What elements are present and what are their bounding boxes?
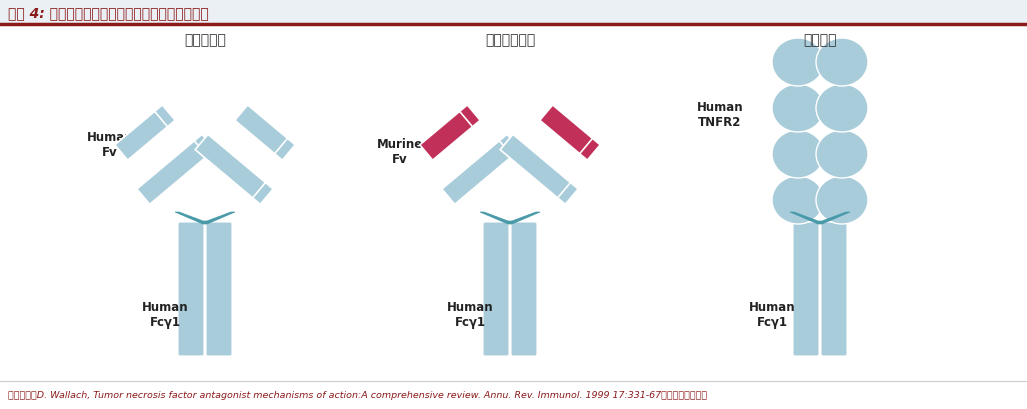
Polygon shape [145, 135, 215, 198]
Text: Murine
Fv: Murine Fv [377, 138, 423, 166]
Polygon shape [420, 112, 472, 161]
Text: 资料来源：D. Wallach, Tumor necrosis factor antagonist mechanisms of action:A compreh: 资料来源：D. Wallach, Tumor necrosis factor a… [8, 391, 708, 400]
Polygon shape [442, 142, 512, 205]
Text: 依那西普: 依那西普 [803, 33, 837, 47]
Ellipse shape [772, 177, 824, 225]
Polygon shape [202, 142, 273, 205]
Text: Human
TNFR2: Human TNFR2 [696, 101, 744, 129]
Polygon shape [242, 112, 295, 161]
Bar [0, 0, 1027, 25]
Text: Human
Fcγ1: Human Fcγ1 [142, 300, 188, 328]
FancyBboxPatch shape [511, 222, 537, 356]
Text: 阿达木单抗: 阿达木单抗 [184, 33, 226, 47]
FancyBboxPatch shape [206, 222, 232, 356]
Polygon shape [480, 213, 540, 225]
Text: 图表 4: 修美乐，恩利和类克三种药物的结构示意图: 图表 4: 修美乐，恩利和类克三种药物的结构示意图 [8, 6, 208, 20]
FancyBboxPatch shape [483, 222, 509, 356]
Ellipse shape [772, 39, 824, 87]
Polygon shape [195, 135, 265, 198]
Polygon shape [122, 106, 176, 154]
FancyBboxPatch shape [821, 222, 847, 356]
Polygon shape [500, 135, 570, 198]
Ellipse shape [816, 177, 868, 225]
Polygon shape [540, 106, 593, 154]
Text: 英夫利西单抗: 英夫利西单抗 [485, 33, 535, 47]
Ellipse shape [816, 85, 868, 133]
Ellipse shape [772, 85, 824, 133]
FancyBboxPatch shape [178, 222, 204, 356]
FancyBboxPatch shape [793, 222, 819, 356]
Polygon shape [137, 142, 207, 205]
Polygon shape [790, 213, 850, 225]
Polygon shape [115, 112, 167, 161]
Polygon shape [450, 135, 520, 198]
Ellipse shape [816, 131, 868, 179]
Polygon shape [427, 106, 481, 154]
Text: Human
Fcγ1: Human Fcγ1 [447, 300, 493, 328]
Ellipse shape [816, 39, 868, 87]
Text: Human
Fv: Human Fv [86, 131, 134, 159]
Polygon shape [235, 106, 288, 154]
Polygon shape [175, 213, 235, 225]
Polygon shape [507, 142, 578, 205]
Ellipse shape [772, 131, 824, 179]
Polygon shape [547, 112, 600, 161]
Text: Human
Fcγ1: Human Fcγ1 [749, 300, 795, 328]
